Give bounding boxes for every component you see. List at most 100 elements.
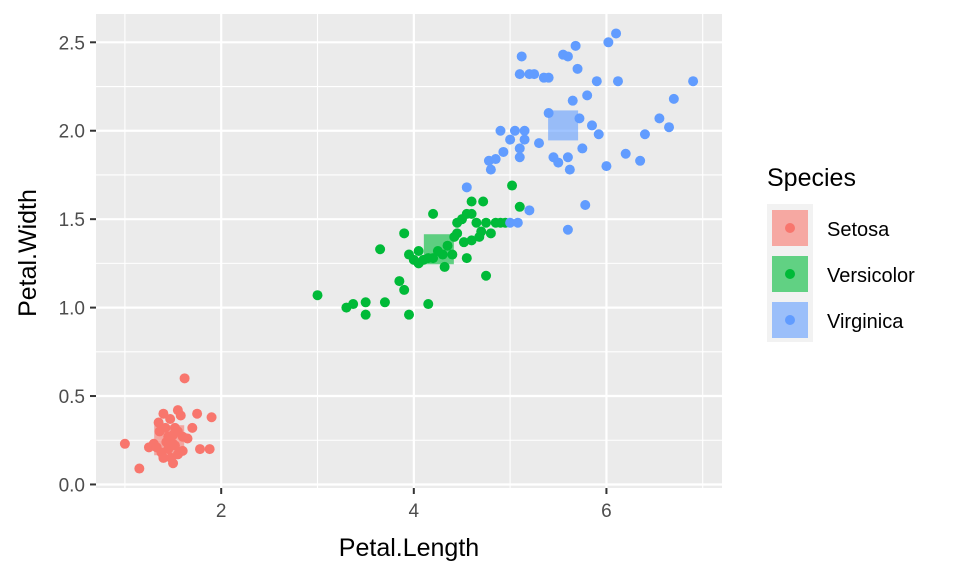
x-tick-label: 4 bbox=[409, 501, 420, 522]
data-point-versicolor bbox=[428, 208, 439, 219]
legend-key-dot bbox=[785, 223, 795, 233]
data-point-setosa bbox=[179, 373, 190, 384]
data-point-virginica bbox=[524, 205, 535, 216]
data-point-virginica bbox=[620, 148, 631, 159]
data-point-virginica bbox=[611, 28, 622, 39]
data-point-versicolor bbox=[481, 270, 492, 281]
data-point-versicolor bbox=[360, 297, 371, 308]
data-point-setosa bbox=[158, 452, 169, 463]
data-point-versicolor bbox=[474, 231, 485, 242]
data-point-virginica bbox=[668, 93, 679, 104]
axis-ticks bbox=[90, 41, 608, 494]
data-point-setosa bbox=[192, 408, 203, 419]
data-point-versicolor bbox=[466, 196, 477, 207]
data-point-versicolor bbox=[413, 246, 424, 256]
data-point-versicolor bbox=[481, 217, 492, 228]
data-point-virginica bbox=[534, 138, 545, 149]
data-point-virginica bbox=[490, 154, 501, 165]
data-point-virginica bbox=[562, 152, 573, 163]
data-point-versicolor bbox=[404, 309, 414, 320]
data-point-setosa bbox=[175, 410, 186, 421]
legend-key-dot bbox=[785, 315, 795, 325]
data-point-virginica bbox=[553, 157, 564, 168]
x-tick-label: 2 bbox=[216, 501, 227, 522]
data-point-versicolor bbox=[458, 237, 469, 248]
data-point-versicolor bbox=[360, 309, 371, 320]
data-point-versicolor bbox=[379, 297, 390, 308]
y-axis-title: Petal.Width bbox=[14, 189, 42, 317]
data-point-virginica bbox=[485, 164, 496, 175]
data-point-versicolor bbox=[461, 253, 472, 264]
data-point-setosa bbox=[158, 408, 169, 419]
data-point-virginica bbox=[593, 129, 604, 140]
data-point-virginica bbox=[572, 63, 583, 74]
data-point-virginica bbox=[564, 164, 575, 175]
data-point-versicolor bbox=[514, 201, 525, 212]
data-point-virginica bbox=[495, 125, 506, 136]
data-point-virginica bbox=[586, 120, 597, 131]
data-point-setosa bbox=[206, 412, 217, 423]
data-point-virginica bbox=[664, 122, 675, 133]
data-point-virginica bbox=[505, 217, 516, 228]
legend-title: Species bbox=[767, 164, 856, 192]
data-point-virginica bbox=[612, 76, 623, 87]
data-point-versicolor bbox=[394, 276, 405, 287]
data-point-setosa bbox=[168, 458, 179, 469]
tick-labels: 2 4 6 0.0 0.5 1.0 1.5 2.0 2.5 bbox=[59, 33, 612, 522]
data-point-virginica bbox=[516, 51, 527, 62]
data-point-versicolor bbox=[507, 180, 518, 191]
data-point-setosa bbox=[119, 438, 130, 449]
data-point-versicolor bbox=[375, 244, 386, 255]
data-point-virginica bbox=[601, 161, 612, 172]
data-point-versicolor bbox=[466, 235, 477, 246]
x-axis-title: Petal.Length bbox=[339, 534, 479, 562]
data-point-setosa bbox=[153, 417, 164, 428]
data-point-setosa bbox=[134, 463, 145, 474]
data-point-versicolor bbox=[485, 228, 496, 239]
data-point-virginica bbox=[519, 125, 530, 136]
data-point-setosa bbox=[165, 414, 176, 425]
data-points bbox=[119, 28, 699, 474]
data-point-virginica bbox=[512, 217, 523, 228]
data-point-virginica bbox=[603, 37, 614, 48]
data-point-versicolor bbox=[471, 217, 482, 228]
x-tick-label: 6 bbox=[601, 501, 612, 522]
data-point-versicolor bbox=[423, 299, 434, 310]
legend: Species Setosa Versicolor Virginica bbox=[767, 164, 915, 342]
center-marker-versicolor bbox=[423, 234, 454, 265]
minor-gridlines bbox=[96, 14, 722, 488]
y-tick-label: 0.5 bbox=[59, 387, 85, 408]
data-point-versicolor bbox=[466, 208, 477, 219]
y-tick-label: 1.5 bbox=[59, 210, 85, 231]
center-marker-setosa bbox=[154, 425, 185, 456]
data-point-versicolor bbox=[399, 284, 410, 295]
data-point-versicolor bbox=[399, 228, 410, 239]
data-point-virginica bbox=[498, 146, 509, 157]
data-point-virginica bbox=[570, 40, 581, 51]
data-point-setosa bbox=[187, 422, 198, 433]
y-tick-label: 2.0 bbox=[59, 122, 85, 143]
y-tick-label: 0.0 bbox=[59, 475, 85, 496]
data-point-versicolor bbox=[348, 299, 359, 310]
data-point-virginica bbox=[654, 113, 665, 124]
data-point-virginica bbox=[591, 76, 602, 87]
data-point-virginica bbox=[688, 76, 699, 87]
data-point-virginica bbox=[514, 152, 525, 163]
data-point-virginica bbox=[577, 143, 588, 154]
y-tick-label: 2.5 bbox=[59, 33, 85, 54]
data-point-virginica bbox=[562, 51, 573, 62]
data-point-virginica bbox=[639, 129, 650, 140]
data-point-virginica bbox=[543, 72, 554, 83]
data-point-setosa bbox=[195, 444, 206, 455]
data-point-virginica bbox=[529, 69, 540, 80]
data-point-virginica bbox=[514, 69, 525, 80]
data-point-virginica bbox=[567, 95, 578, 106]
data-point-virginica bbox=[562, 224, 573, 235]
data-point-versicolor bbox=[439, 261, 450, 272]
center-marker-virginica bbox=[548, 110, 579, 141]
legend-label-setosa: Setosa bbox=[827, 219, 890, 241]
data-point-virginica bbox=[635, 155, 646, 166]
data-point-versicolor bbox=[312, 290, 323, 301]
data-point-virginica bbox=[519, 134, 530, 145]
